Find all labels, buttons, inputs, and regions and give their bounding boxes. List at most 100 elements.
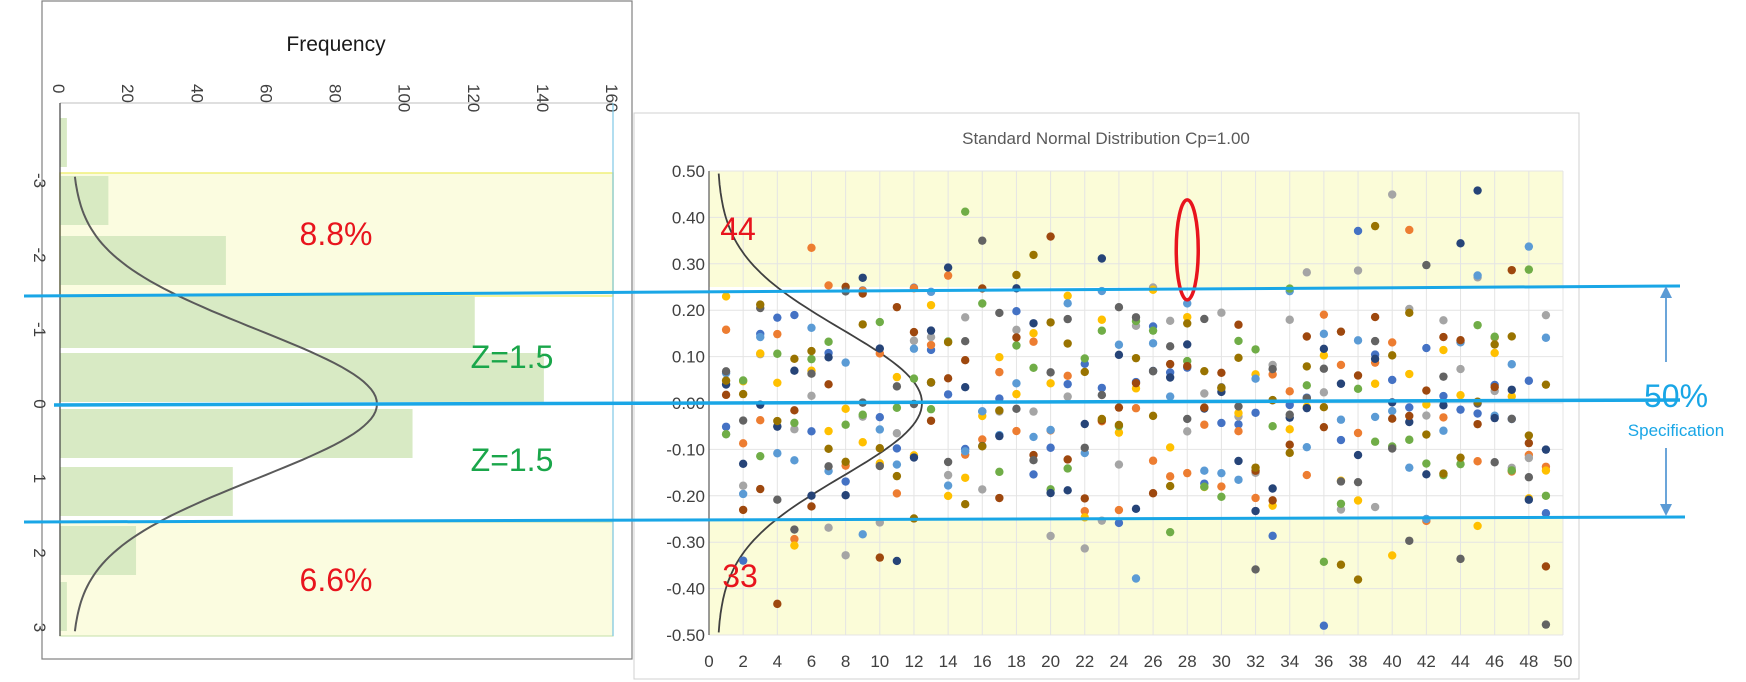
scatter-point bbox=[909, 374, 919, 383]
scatter-point bbox=[790, 425, 799, 434]
scatter-point bbox=[1165, 443, 1175, 452]
scatter-point bbox=[1114, 403, 1124, 412]
scatter-point bbox=[1302, 268, 1312, 277]
scatter-y-tick: 0.20 bbox=[672, 301, 705, 320]
scatter-point bbox=[1183, 299, 1192, 308]
scatter-x-tick: 22 bbox=[1075, 652, 1094, 671]
scatter-point bbox=[824, 462, 833, 471]
scatter-point bbox=[1473, 419, 1482, 429]
lower-tail-zone bbox=[59, 521, 614, 637]
scatter-point bbox=[1524, 265, 1534, 274]
scatter-point bbox=[1029, 407, 1038, 416]
scatter-point bbox=[756, 484, 765, 494]
scatter-point bbox=[1046, 232, 1055, 241]
scatter-point bbox=[1012, 306, 1021, 316]
scatter-point bbox=[738, 416, 748, 425]
scatter-point bbox=[961, 207, 970, 216]
scatter-point bbox=[1388, 551, 1397, 560]
histogram-y-ticks: -3 -2 -1 0 1 2 3 bbox=[30, 103, 61, 636]
histogram-y-tick: 2 bbox=[30, 548, 49, 557]
scatter-point bbox=[978, 236, 987, 245]
scatter-point bbox=[1063, 392, 1072, 401]
scatter-point bbox=[1080, 367, 1089, 377]
scatter-point bbox=[1063, 379, 1072, 389]
scatter-point bbox=[1097, 254, 1107, 263]
histogram-zones bbox=[59, 103, 614, 637]
z-lower-label: Z=1.5 bbox=[471, 442, 554, 478]
scatter-point bbox=[1456, 554, 1465, 564]
scatter-point bbox=[995, 353, 1004, 362]
scatter-point bbox=[1012, 404, 1021, 414]
scatter-point bbox=[1268, 422, 1277, 431]
scatter-point bbox=[1370, 336, 1380, 346]
scatter-point bbox=[1063, 314, 1072, 324]
scatter-point bbox=[721, 422, 731, 431]
scatter-point bbox=[1388, 375, 1397, 385]
scatter-point bbox=[738, 505, 748, 515]
scatter-point bbox=[1285, 425, 1294, 434]
scatter-point bbox=[1217, 308, 1226, 317]
scatter-point bbox=[926, 300, 936, 310]
scatter-point bbox=[790, 525, 799, 534]
scatter-point bbox=[1541, 333, 1551, 342]
scatter-x-tick: 6 bbox=[807, 652, 816, 671]
spec-label: Specification bbox=[1628, 421, 1724, 440]
scatter-point bbox=[1217, 468, 1226, 478]
scatter-point bbox=[1063, 371, 1072, 381]
scatter-point bbox=[926, 326, 936, 335]
histogram-x-ticks: 0 20 40 60 80 100 120 140 160 bbox=[49, 84, 621, 112]
scatter-point bbox=[1234, 336, 1243, 346]
histogram-y-tick: 1 bbox=[30, 474, 49, 483]
scatter-point bbox=[738, 389, 748, 399]
scatter-point bbox=[1234, 408, 1243, 418]
scatter-point bbox=[1456, 453, 1465, 462]
scatter-point bbox=[1507, 332, 1516, 341]
scatter-point bbox=[1148, 326, 1158, 335]
scatter-point bbox=[1217, 418, 1226, 428]
scatter-point bbox=[790, 366, 799, 375]
scatter-point bbox=[807, 243, 816, 252]
scatter-point bbox=[841, 457, 850, 467]
scatter-point bbox=[1131, 504, 1141, 514]
scatter-point bbox=[1131, 353, 1141, 363]
scatter-point bbox=[1302, 332, 1312, 341]
scatter-point bbox=[1456, 390, 1465, 400]
scatter-point bbox=[738, 556, 748, 565]
scatter-point bbox=[1200, 314, 1209, 324]
scatter-point bbox=[841, 551, 850, 560]
above-count-label: 44 bbox=[720, 211, 756, 247]
z-upper-label: Z=1.5 bbox=[471, 339, 554, 375]
scatter-point bbox=[892, 382, 902, 391]
histogram-x-tick: 80 bbox=[326, 84, 345, 103]
scatter-point bbox=[1234, 475, 1243, 484]
histogram-x-tick: 120 bbox=[464, 84, 483, 112]
histogram-x-tick: 20 bbox=[118, 84, 137, 103]
scatter-point bbox=[978, 407, 987, 416]
scatter-point bbox=[1422, 459, 1431, 468]
scatter-point bbox=[1507, 392, 1516, 401]
scatter-point bbox=[790, 354, 799, 363]
scatter-point bbox=[1029, 337, 1038, 346]
scatter-point bbox=[1165, 472, 1175, 481]
upper-percent-label: 8.8% bbox=[300, 216, 373, 252]
scatter-point bbox=[1131, 574, 1141, 583]
scatter-point bbox=[1165, 359, 1175, 369]
scatter-point bbox=[1507, 466, 1516, 475]
scatter-x-tick: 18 bbox=[1007, 652, 1026, 671]
scatter-point bbox=[1405, 435, 1414, 444]
scatter-point bbox=[1319, 388, 1329, 397]
scatter-point bbox=[1353, 384, 1363, 394]
scatter-point bbox=[824, 380, 833, 389]
scatter-point bbox=[1046, 443, 1055, 452]
scatter-point bbox=[1439, 332, 1448, 342]
scatter-point bbox=[1114, 460, 1124, 469]
scatter-point bbox=[1405, 463, 1414, 472]
scatter-point bbox=[943, 491, 953, 501]
scatter-point bbox=[1029, 470, 1038, 479]
scatter-point bbox=[1029, 319, 1038, 328]
scatter-point bbox=[1319, 351, 1329, 360]
scatter-point bbox=[1507, 265, 1516, 275]
scatter-point bbox=[1046, 318, 1055, 327]
scatter-point bbox=[1336, 415, 1346, 424]
